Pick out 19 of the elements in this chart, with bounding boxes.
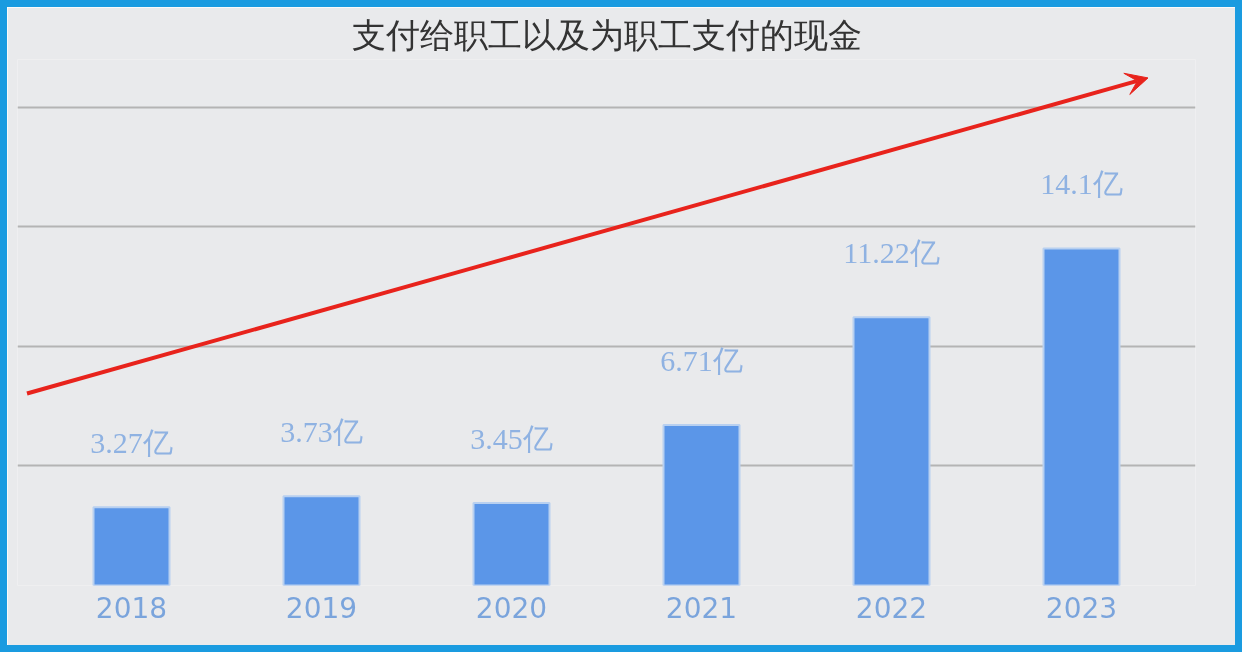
bar: [282, 495, 361, 586]
data-label: 6.71亿: [660, 344, 743, 378]
x-tick-label: 2022: [855, 591, 928, 625]
bar: [92, 506, 171, 586]
chart-title: 支付给职工以及为职工支付的现金: [351, 14, 862, 55]
data-label: 3.45亿: [470, 422, 553, 456]
data-label: 3.73亿: [280, 415, 363, 449]
x-tick-label: 2018: [95, 591, 168, 625]
bar: [852, 316, 931, 586]
bar: [662, 424, 741, 586]
bar: [1042, 247, 1121, 586]
data-label: 14.1亿: [1040, 167, 1123, 201]
x-tick-label: 2023: [1045, 591, 1118, 625]
bar: [472, 502, 551, 586]
x-tick-label: 2020: [475, 591, 548, 625]
data-label: 3.27亿: [90, 426, 173, 460]
x-tick-label: 2021: [665, 591, 738, 625]
x-tick-label: 2019: [285, 591, 358, 625]
data-label: 11.22亿: [843, 236, 940, 270]
